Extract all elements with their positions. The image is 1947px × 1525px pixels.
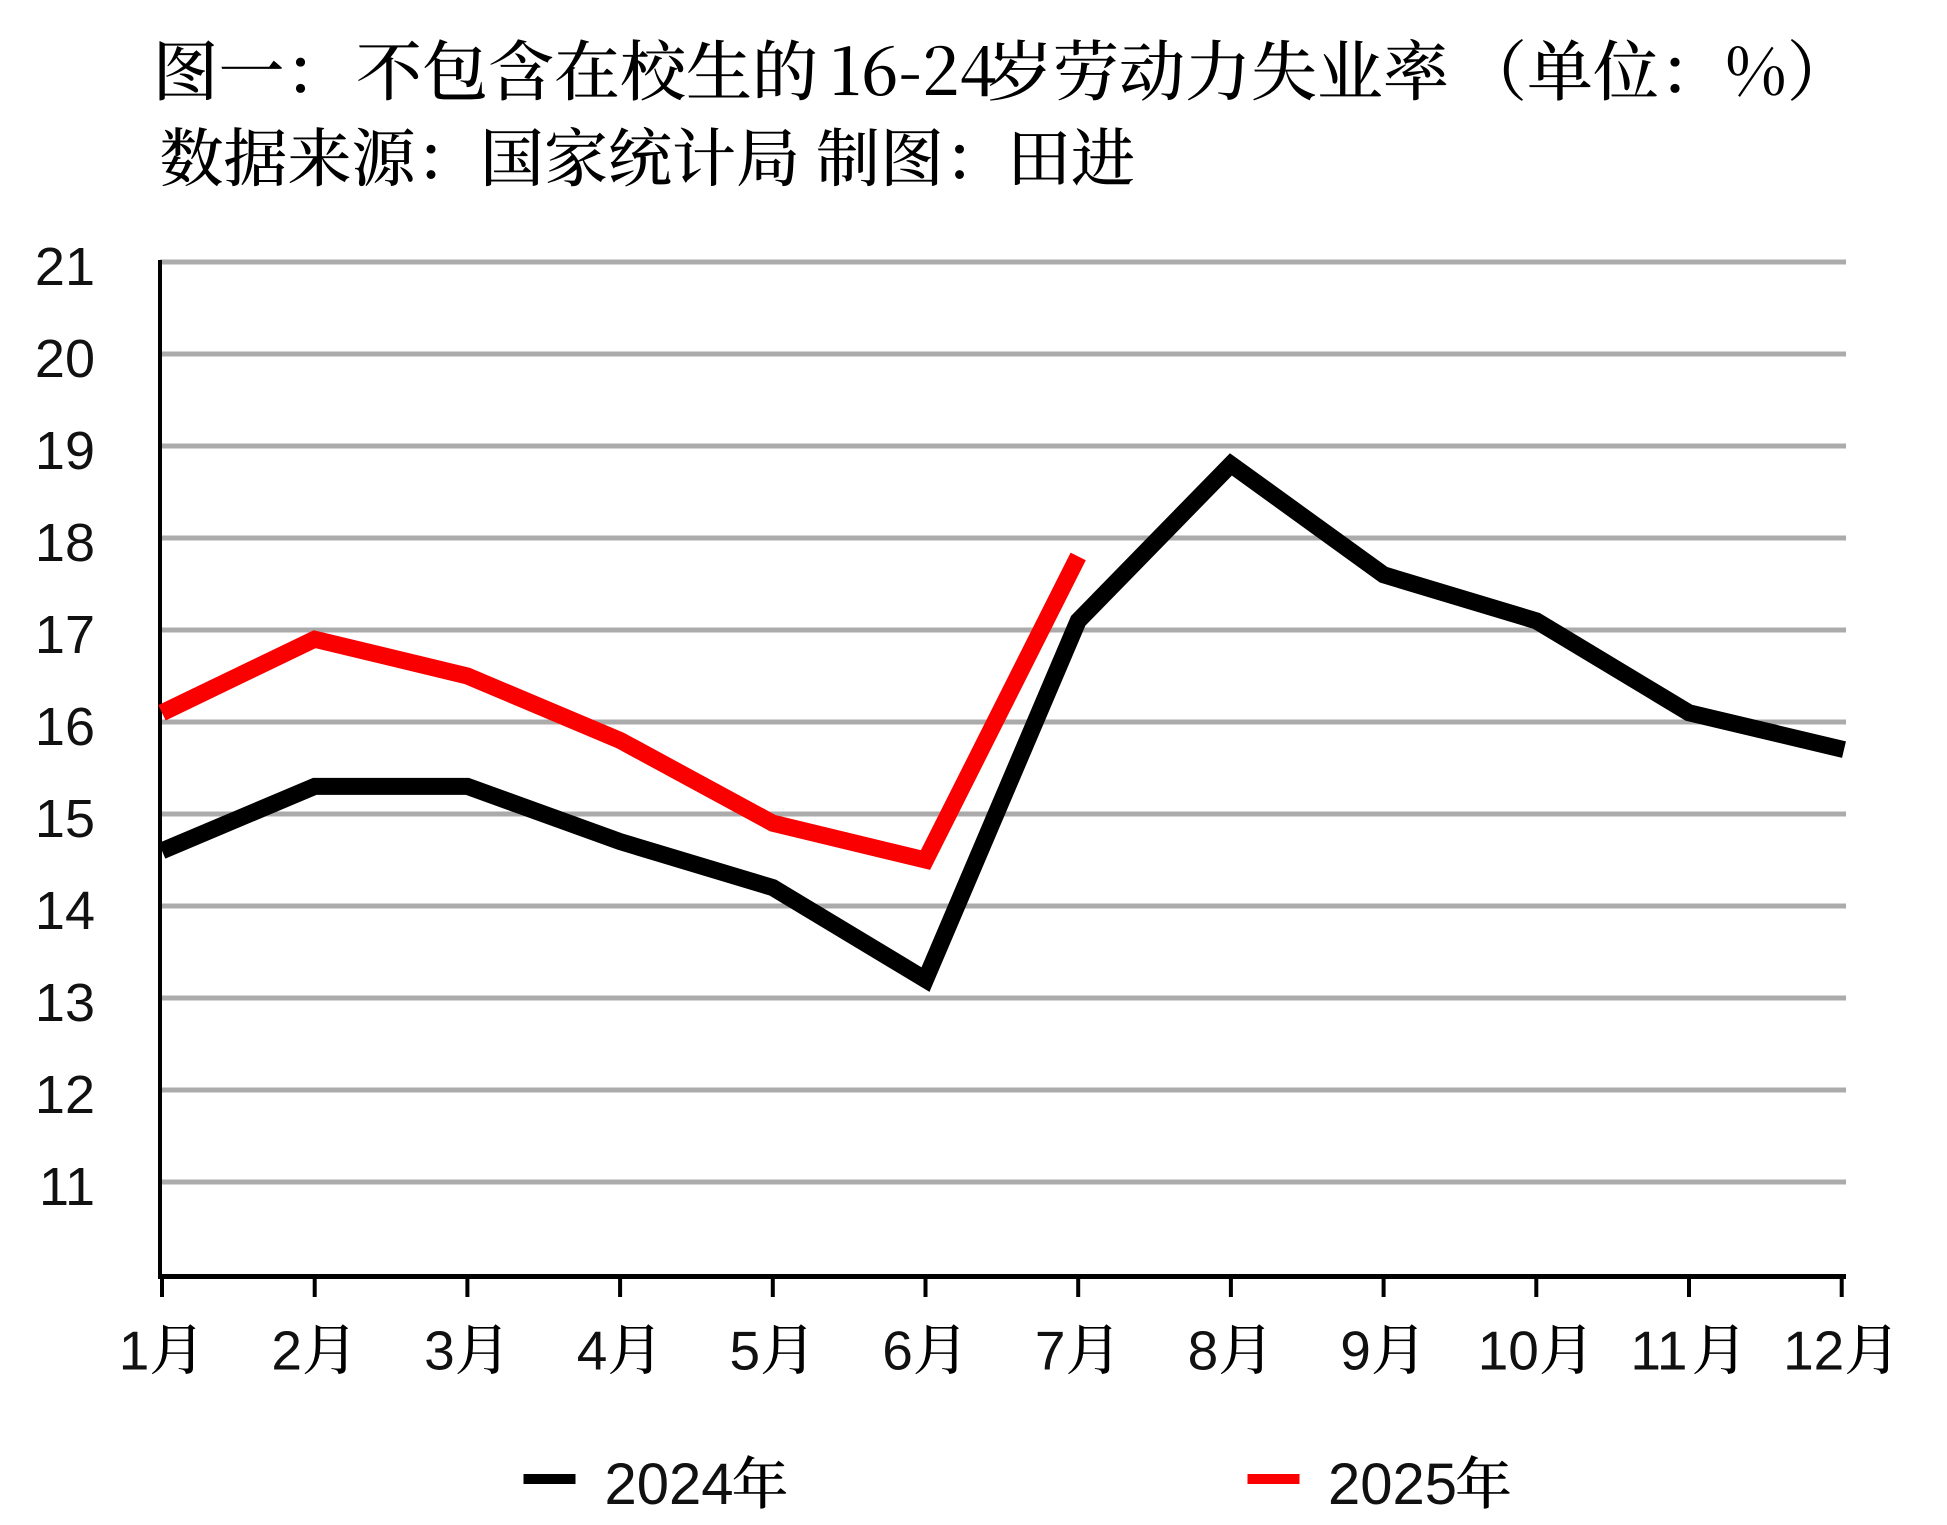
- svg-text:2024: 2024: [605, 1452, 734, 1517]
- svg-text:5: 5: [730, 1320, 761, 1382]
- svg-text:8: 8: [1188, 1320, 1219, 1382]
- svg-text:13: 13: [35, 973, 95, 1033]
- svg-text:4: 4: [577, 1320, 608, 1382]
- svg-text:19: 19: [35, 421, 95, 481]
- svg-text:16: 16: [35, 697, 95, 757]
- svg-text:12: 12: [1783, 1320, 1844, 1382]
- svg-text:17: 17: [35, 605, 95, 665]
- svg-text:21: 21: [35, 237, 95, 297]
- svg-text:10: 10: [1478, 1320, 1539, 1382]
- svg-text:3: 3: [424, 1320, 455, 1382]
- svg-text:2025: 2025: [1328, 1452, 1457, 1517]
- svg-text:11: 11: [39, 1157, 95, 1217]
- svg-text:11: 11: [1630, 1320, 1687, 1382]
- svg-text:20: 20: [35, 329, 95, 389]
- svg-text:12: 12: [35, 1065, 95, 1125]
- svg-text:2: 2: [271, 1320, 302, 1382]
- svg-text:1: 1: [119, 1320, 150, 1382]
- svg-text:7: 7: [1035, 1320, 1066, 1382]
- svg-text:6: 6: [882, 1320, 913, 1382]
- svg-text:9: 9: [1340, 1320, 1371, 1382]
- svg-text:18: 18: [35, 513, 95, 573]
- svg-text:15: 15: [35, 789, 95, 849]
- svg-text:14: 14: [35, 881, 95, 941]
